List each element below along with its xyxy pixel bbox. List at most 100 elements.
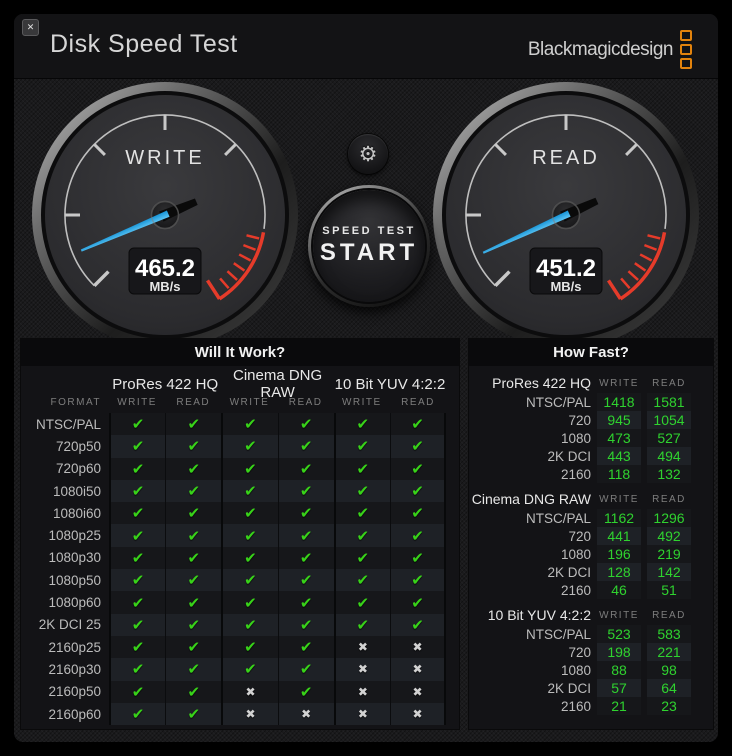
write-framerate-value: 46 bbox=[597, 581, 641, 599]
check-icon: ✔ bbox=[244, 615, 257, 634]
table-row: 2K DCI 57 64 bbox=[469, 679, 713, 697]
check-icon: ✔ bbox=[131, 437, 145, 456]
compatibility-table: NTSC/PAL ✔ ✔ ✔ ✔ ✔ ✔ 720p50 ✔ ✔ ✔ ✔ ✔ ✔ 720p60 ✔ ✔ ✔ ✔ ✔ ✔ 10… bbox=[21, 413, 459, 726]
compat-cell: ✔ bbox=[109, 502, 166, 525]
cross-icon: ✖ bbox=[245, 707, 256, 721]
format-label: 720p60 bbox=[55, 461, 101, 477]
check-icon: ✔ bbox=[187, 526, 201, 545]
check-icon: ✔ bbox=[411, 593, 424, 612]
check-icon: ✔ bbox=[131, 615, 145, 634]
compat-cell: ✔ bbox=[333, 546, 390, 570]
format-label: NTSC/PAL bbox=[525, 394, 591, 410]
check-icon: ✔ bbox=[356, 459, 370, 478]
read-framerate-value: 23 bbox=[647, 697, 691, 715]
codec-section: Cinema DNG RAW WRITE READ NTSC/PAL 1162 1296 7… bbox=[469, 489, 713, 599]
format-label: 720 bbox=[568, 528, 591, 544]
compat-cell: ✔ bbox=[277, 591, 334, 614]
compat-cell: ✔ bbox=[109, 546, 166, 570]
compat-cell: ✔ bbox=[109, 658, 166, 681]
table-row: 1080 196 219 bbox=[469, 545, 713, 563]
check-icon: ✔ bbox=[244, 638, 257, 657]
read-framerate-value: 142 bbox=[647, 563, 691, 581]
compat-cell: ✔ bbox=[333, 569, 390, 592]
title-bar: Disk Speed Test Blackmagicdesign bbox=[14, 14, 718, 79]
check-icon: ✔ bbox=[411, 415, 424, 434]
cross-icon: ✖ bbox=[357, 707, 368, 721]
format-label: 2160 bbox=[560, 466, 591, 482]
compat-cell: ✔ bbox=[109, 702, 166, 726]
check-icon: ✔ bbox=[299, 548, 313, 567]
codec-title: 10 Bit YUV 4:2:2 bbox=[334, 375, 446, 393]
compat-cell: ✔ bbox=[277, 658, 334, 681]
compat-cell: ✔ bbox=[333, 502, 390, 525]
read-gauge: READ 451.2 MB/s bbox=[433, 82, 699, 348]
gauge-needle bbox=[80, 198, 198, 252]
write-framerate-value: 21 bbox=[597, 697, 641, 715]
check-icon: ✔ bbox=[131, 415, 145, 434]
compat-cell: ✖ bbox=[333, 702, 390, 726]
close-button[interactable]: ✕ bbox=[22, 19, 39, 36]
settings-button[interactable]: ⚙ bbox=[348, 134, 388, 174]
compat-cell: ✔ bbox=[165, 635, 222, 659]
check-icon: ✔ bbox=[356, 526, 370, 545]
check-icon: ✔ bbox=[411, 459, 424, 478]
format-label: 2K DCI 25 bbox=[38, 617, 101, 633]
check-icon: ✔ bbox=[131, 482, 145, 501]
compat-cell: ✔ bbox=[277, 613, 334, 636]
compat-cell: ✔ bbox=[165, 502, 222, 525]
start-button[interactable]: SPEED TEST START bbox=[308, 185, 430, 307]
check-icon: ✔ bbox=[356, 482, 370, 501]
format-label: 720 bbox=[568, 412, 591, 428]
check-icon: ✔ bbox=[244, 437, 257, 456]
column-header: READ bbox=[652, 609, 686, 621]
brand-name: Blackmagicdesign bbox=[527, 38, 674, 60]
check-icon: ✔ bbox=[131, 504, 145, 523]
compat-cell: ✔ bbox=[109, 613, 166, 636]
column-header: WRITE bbox=[117, 396, 157, 408]
page-title: Disk Speed Test bbox=[50, 30, 238, 58]
compat-cell: ✔ bbox=[165, 457, 222, 480]
start-button-face: SPEED TEST START bbox=[313, 190, 425, 302]
codec-title: Cinema DNG RAW bbox=[471, 491, 591, 507]
table-row: 2K DCI 128 142 bbox=[469, 563, 713, 581]
dial-ticks bbox=[466, 115, 638, 287]
read-framerate-value: 98 bbox=[647, 661, 691, 679]
check-icon: ✔ bbox=[411, 504, 424, 523]
table-row: NTSC/PAL 523 583 bbox=[469, 625, 713, 643]
codec-title: 10 Bit YUV 4:2:2 bbox=[487, 607, 591, 623]
compat-cell: ✔ bbox=[277, 413, 334, 436]
compat-cell: ✔ bbox=[165, 680, 222, 703]
format-label: 2160p60 bbox=[48, 706, 101, 722]
table-row: 1080p30 ✔ ✔ ✔ ✔ ✔ ✔ bbox=[21, 546, 459, 570]
check-icon: ✔ bbox=[356, 415, 370, 434]
compat-cell: ✔ bbox=[389, 546, 447, 570]
read-framerate-value: 492 bbox=[647, 527, 691, 545]
format-label: 1080p50 bbox=[48, 572, 101, 588]
compat-cell: ✖ bbox=[389, 680, 447, 703]
gear-icon: ⚙ bbox=[358, 141, 378, 166]
cross-icon: ✖ bbox=[357, 662, 368, 677]
compat-cell: ✔ bbox=[277, 635, 334, 659]
gauge-label: WRITE bbox=[125, 147, 204, 169]
column-header: READ bbox=[401, 396, 435, 408]
compat-cell: ✔ bbox=[165, 702, 222, 726]
compat-cell: ✔ bbox=[109, 413, 166, 436]
format-label: 720p50 bbox=[55, 438, 101, 454]
compat-cell: ✔ bbox=[277, 546, 334, 570]
codec-section-header: ProRes 422 HQ WRITE READ bbox=[469, 373, 713, 393]
compat-cell: ✔ bbox=[333, 413, 390, 436]
compat-cell: ✔ bbox=[389, 435, 447, 458]
check-icon: ✔ bbox=[131, 526, 145, 545]
cross-icon: ✖ bbox=[412, 662, 423, 677]
write-speed-unit: MB/s bbox=[149, 279, 180, 294]
compat-cell: ✔ bbox=[109, 569, 166, 592]
compat-cell: ✖ bbox=[221, 680, 278, 703]
compat-cell: ✔ bbox=[221, 479, 278, 503]
check-icon: ✔ bbox=[299, 593, 313, 612]
table-row: NTSC/PAL ✔ ✔ ✔ ✔ ✔ ✔ bbox=[21, 413, 459, 436]
check-icon: ✔ bbox=[411, 526, 424, 545]
compat-cell: ✖ bbox=[333, 658, 390, 681]
check-icon: ✔ bbox=[131, 638, 145, 657]
column-header: WRITE bbox=[599, 609, 639, 621]
table-row: 2160p25 ✔ ✔ ✔ ✔ ✖ ✖ bbox=[21, 635, 459, 659]
